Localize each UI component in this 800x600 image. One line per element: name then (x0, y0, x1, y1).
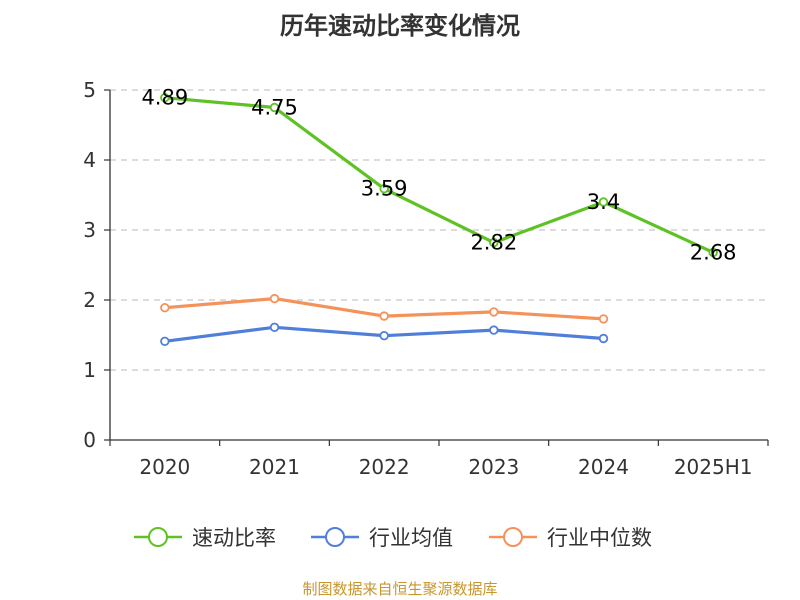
grid-lines (110, 89, 768, 371)
x-tick-label: 2022 (359, 455, 410, 479)
legend: 速动比率 行业均值 行业中位数 (134, 526, 652, 550)
data-label: 2.82 (470, 231, 517, 255)
axes: 0 1 2 3 4 5 2020 2021 2022 2023 2024 2025H1 (83, 78, 769, 479)
data-label: 2.68 (690, 240, 737, 264)
y-tick-label: 3 (83, 218, 96, 242)
data-label: 3.4 (587, 190, 620, 214)
series-1-point (269, 322, 280, 332)
series-0-point (708, 247, 718, 258)
legend-label: 速动比率 (192, 526, 276, 550)
x-tick-label: 2021 (249, 455, 300, 479)
data-label: 3.59 (361, 177, 408, 201)
series-2-point (269, 293, 280, 304)
y-tick-label: 1 (83, 358, 96, 382)
series-2-point (598, 314, 609, 324)
series-1-point (598, 333, 609, 344)
series-0-point (489, 237, 499, 248)
series-1-point (160, 336, 170, 346)
x-tick-label: 2025H1 (674, 455, 753, 479)
series-0-point (269, 102, 280, 113)
legend-label: 行业中位数 (547, 526, 652, 550)
source-note: 制图数据来自恒生聚源数据库 (302, 580, 498, 598)
y-tick-label: 2 (83, 288, 96, 312)
y-tick-label: 4 (83, 148, 96, 172)
x-tick-label: 2024 (578, 455, 629, 479)
series-2-point (379, 311, 389, 321)
chart-title: 历年速动比率变化情况 (280, 12, 520, 40)
legend-label: 行业均值 (369, 526, 453, 550)
x-tick-label: 2020 (139, 455, 190, 479)
series-0-point (379, 183, 389, 194)
y-tick-label: 5 (83, 78, 96, 102)
x-tick-label: 2023 (468, 455, 519, 479)
legend-marker (325, 527, 345, 547)
series-line-0 (164, 96, 714, 254)
data-label: 4.89 (141, 86, 188, 110)
legend-marker (503, 527, 523, 547)
series-2-point (489, 307, 499, 317)
series-1-point (489, 325, 499, 335)
series-2-point (160, 303, 170, 313)
legend-marker (148, 527, 168, 547)
series-lines (160, 92, 718, 346)
series-0-point (160, 92, 170, 103)
data-labels: 4.89 4.75 3.59 2.82 3.4 2.68 (141, 86, 736, 265)
y-tick-label: 0 (83, 428, 96, 452)
series-1-point (379, 331, 389, 341)
data-label: 4.75 (251, 96, 298, 120)
series-0-point (598, 197, 609, 207)
